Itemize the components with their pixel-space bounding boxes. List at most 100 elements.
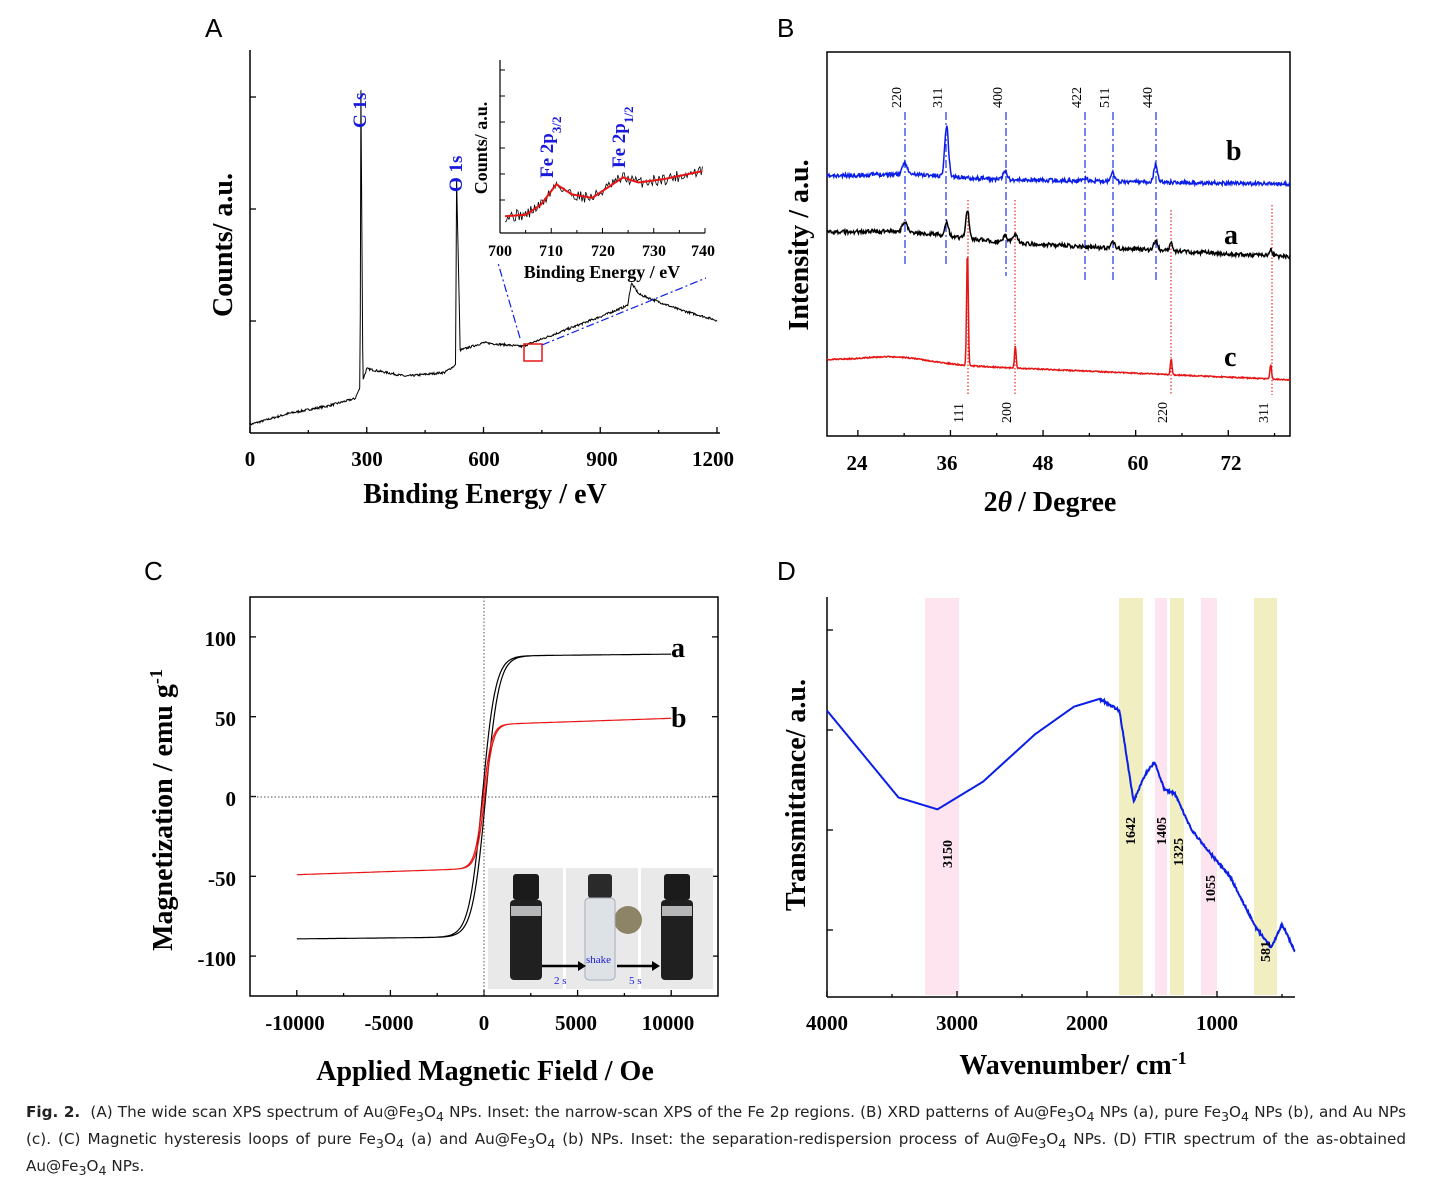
zoom-connector (541, 277, 707, 346)
plane-label: 200 (1000, 402, 1015, 423)
x-tick-label: 300 (351, 447, 383, 471)
plane-label: 400 (991, 87, 1006, 108)
panel-b: B 24 36 48 60 72 2θ / Degree Intensity / … (777, 13, 1291, 518)
curve-label-c: c (1224, 342, 1236, 373)
band-label: 1405 (1155, 817, 1170, 845)
vial-cap (664, 874, 690, 900)
y-tick-label: 50 (215, 707, 236, 731)
inset-x-tick-label: 710 (539, 243, 563, 260)
panel-letter-b: B (777, 13, 794, 43)
x-tick-label: 10000 (642, 1011, 695, 1035)
curve-label-b: b (1226, 136, 1242, 167)
ylabel-sup: -1 (146, 669, 166, 684)
peak-label-o1s: O 1s (446, 156, 467, 192)
magnet (614, 906, 642, 934)
band-label: 1325 (1172, 838, 1187, 866)
panel-letter-d: D (777, 556, 796, 586)
x-axis-title: 2θ / Degree (984, 487, 1117, 518)
band-label: 3150 (941, 840, 956, 868)
hysteresis-loop-a (296, 653, 672, 940)
curve-label-a: a (1224, 220, 1238, 251)
x-tick-label: 48 (1033, 451, 1054, 475)
hysteresis-loop-b (296, 717, 672, 876)
zoom-region-marker (523, 343, 543, 362)
vial-cap (513, 874, 539, 900)
plane-label: 220 (1156, 402, 1171, 423)
inset-fit-curve (505, 170, 703, 218)
plane-label: 111 (952, 403, 967, 423)
xps-wide-spectrum (249, 90, 718, 426)
x-tick-label: 36 (937, 451, 958, 475)
vial-body-dark (510, 900, 542, 980)
y-tick-label: -50 (208, 867, 236, 891)
band-highlight-1055 (1201, 598, 1217, 995)
panel-letter-c: C (144, 556, 163, 586)
x-tick-label: 2000 (1066, 1011, 1108, 1035)
band-label: 1642 (1124, 817, 1139, 845)
x-tick-label: 60 (1128, 451, 1149, 475)
inset-x-tick-label: 740 (691, 243, 715, 260)
plane-label: 311 (1257, 403, 1272, 423)
panel-a: A 0 300 600 900 1200 Binding Energy / eV… (205, 13, 734, 510)
xlabel-theta: θ (998, 487, 1013, 518)
xrd-pattern-a (826, 210, 1291, 261)
x-tick-label: 24 (847, 451, 869, 475)
x-tick-label: 3000 (936, 1011, 978, 1035)
band-highlight-3150 (925, 598, 959, 995)
y-tick-label: 0 (226, 787, 237, 811)
photo-divider (638, 868, 641, 989)
xlabel-sup: -1 (1172, 1048, 1187, 1068)
y-tick-label: -100 (198, 947, 237, 971)
plane-label: 220 (890, 87, 905, 108)
x-tick-label: 72 (1221, 451, 1242, 475)
ylabel-main: Magnetization / emu g (148, 684, 179, 951)
panel-c: C -10000 -5000 0 5000 10000 100 50 0 -50… (144, 556, 719, 1087)
vial-body-dark (661, 900, 693, 980)
vial-body-clear (584, 897, 616, 981)
x-tick-label: -10000 (265, 1011, 325, 1035)
xlabel-prefix: 2 (984, 487, 998, 518)
inset-x-axis-title: Binding Energy / eV (524, 262, 681, 282)
plot-frame (826, 51, 1291, 437)
fe3o4-reference-lines (904, 112, 1157, 280)
vial-label (511, 906, 541, 916)
ticks (826, 629, 1283, 997)
band-label: 1055 (1204, 875, 1219, 903)
inset-peak-label-fe2p32: Fe 2p3/2 (537, 117, 564, 178)
x-tick-label: 1000 (1196, 1011, 1238, 1035)
x-ticks (249, 427, 718, 433)
inset-x-tick-label: 730 (642, 243, 666, 260)
curve-label-a: a (671, 633, 685, 664)
y-axis-title: Transmittance/ a.u. (781, 679, 812, 911)
inset-label-2s: 2 s (554, 975, 567, 987)
arrow-head-icon (652, 961, 660, 971)
panel-letter-a: A (205, 13, 223, 43)
y-axis-title: Magnetization / emu g-1 (146, 669, 179, 951)
x-axis-title: Wavenumber/ cm-1 (959, 1048, 1186, 1081)
x-ticks (857, 430, 1276, 436)
x-tick-label: 4000 (806, 1011, 848, 1035)
plane-label: 511 (1098, 88, 1113, 108)
inset-y-axis-title: Counts/ a.u. (471, 102, 491, 195)
x-axis-title: Binding Energy / eV (363, 479, 606, 510)
x-tick-label: 5000 (555, 1011, 597, 1035)
xrd-pattern-c (826, 255, 1291, 382)
photo-divider (563, 868, 566, 989)
band-highlight-581 (1254, 598, 1277, 995)
plane-label: 311 (931, 88, 946, 108)
inset-x-tick-label: 720 (591, 243, 615, 260)
inset-ticks (499, 69, 706, 233)
vial-cap (588, 874, 612, 898)
inset-peak-label-fe2p12: Fe 2p1/2 (609, 107, 636, 168)
inset-x-tick-label: 700 (488, 243, 512, 260)
vial-label (662, 906, 692, 916)
curve-label-b: b (671, 703, 687, 734)
x-tick-label: -5000 (365, 1011, 414, 1035)
band-highlight-1405 (1155, 598, 1167, 995)
xlabel-suffix: / Degree (1017, 487, 1116, 518)
xrd-pattern-b (826, 125, 1291, 188)
inset-raw-spectrum (504, 165, 703, 223)
arrow-head-icon (578, 961, 586, 971)
inset-label-5s: 5 s (629, 975, 642, 987)
